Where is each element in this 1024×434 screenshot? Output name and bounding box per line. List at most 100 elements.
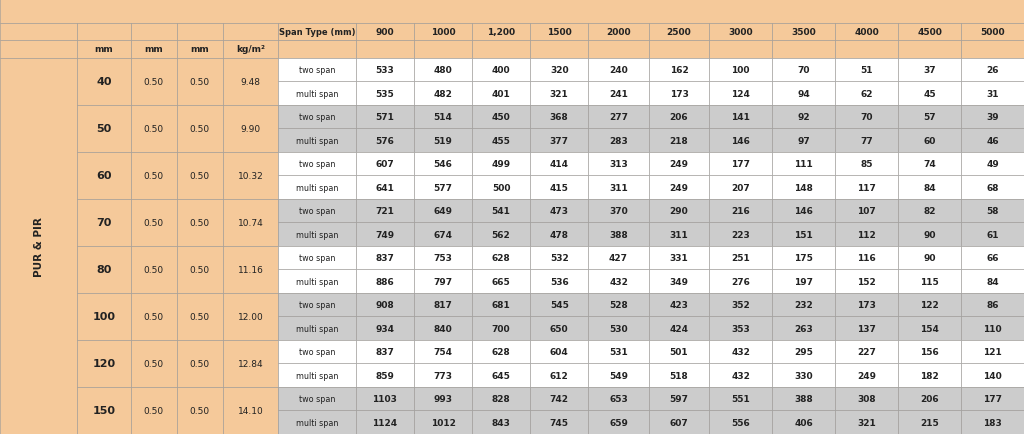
Bar <box>836 411 898 434</box>
Bar <box>279 293 356 317</box>
Text: 645: 645 <box>492 371 511 380</box>
Bar <box>836 317 898 340</box>
Bar <box>414 152 472 176</box>
Bar <box>279 387 356 411</box>
Text: 295: 295 <box>795 347 813 356</box>
Text: 117: 117 <box>857 183 877 192</box>
Bar <box>131 340 177 387</box>
Text: 571: 571 <box>376 113 394 122</box>
Text: 60: 60 <box>96 171 112 181</box>
Text: 321: 321 <box>857 418 876 427</box>
Bar <box>414 387 472 411</box>
Bar <box>414 293 472 317</box>
Bar <box>588 364 649 387</box>
Bar <box>772 152 836 176</box>
Text: 0.50: 0.50 <box>143 406 164 415</box>
Text: 207: 207 <box>731 183 751 192</box>
Text: two span: two span <box>299 207 335 216</box>
Bar <box>962 247 1024 270</box>
Text: 754: 754 <box>433 347 453 356</box>
Bar <box>78 247 131 293</box>
Text: 1012: 1012 <box>430 418 456 427</box>
Bar <box>836 82 898 105</box>
Bar <box>588 270 649 293</box>
Text: 473: 473 <box>550 207 568 216</box>
Bar <box>898 59 962 82</box>
Bar <box>356 387 414 411</box>
Text: 0.50: 0.50 <box>189 265 210 274</box>
Text: 455: 455 <box>492 136 511 145</box>
Text: 628: 628 <box>492 347 511 356</box>
Bar <box>649 82 710 105</box>
Bar <box>588 59 649 82</box>
Bar <box>356 223 414 247</box>
Text: 290: 290 <box>670 207 688 216</box>
Text: 197: 197 <box>795 277 813 286</box>
Text: multi span: multi span <box>296 89 338 99</box>
Bar <box>472 41 530 59</box>
Bar <box>649 247 710 270</box>
Text: 232: 232 <box>795 300 813 309</box>
Bar <box>710 82 772 105</box>
Bar <box>131 41 177 59</box>
Bar <box>588 223 649 247</box>
Text: 2000: 2000 <box>606 28 631 37</box>
Text: 45: 45 <box>924 89 936 99</box>
Bar <box>472 152 530 176</box>
Text: 482: 482 <box>433 89 453 99</box>
Bar <box>649 41 710 59</box>
Text: 70: 70 <box>860 113 872 122</box>
Bar <box>472 59 530 82</box>
Text: 721: 721 <box>376 207 394 216</box>
Bar <box>279 317 356 340</box>
Text: 14.10: 14.10 <box>238 406 263 415</box>
Bar <box>898 293 962 317</box>
Text: 817: 817 <box>433 300 453 309</box>
Bar <box>472 387 530 411</box>
Bar <box>772 340 836 364</box>
Bar <box>898 387 962 411</box>
Bar <box>836 387 898 411</box>
Text: 649: 649 <box>433 207 453 216</box>
Bar <box>588 152 649 176</box>
Bar <box>836 176 898 199</box>
Bar <box>356 317 414 340</box>
Bar <box>279 23 356 41</box>
Bar <box>131 247 177 293</box>
Bar <box>356 41 414 59</box>
Bar <box>710 105 772 129</box>
Bar <box>222 199 279 247</box>
Text: 500: 500 <box>492 183 510 192</box>
Bar <box>177 387 222 434</box>
Text: 934: 934 <box>376 324 394 333</box>
Bar <box>588 105 649 129</box>
Text: multi span: multi span <box>296 324 338 333</box>
Text: mm: mm <box>144 46 163 54</box>
Bar <box>898 317 962 340</box>
Text: 46: 46 <box>986 136 998 145</box>
Bar <box>472 411 530 434</box>
Text: 597: 597 <box>670 395 688 403</box>
Text: 249: 249 <box>670 183 688 192</box>
Text: 612: 612 <box>550 371 568 380</box>
Bar <box>772 364 836 387</box>
Text: 216: 216 <box>731 207 751 216</box>
Text: 0.50: 0.50 <box>143 125 164 134</box>
Text: 116: 116 <box>857 253 876 263</box>
Bar <box>530 152 588 176</box>
Text: 308: 308 <box>857 395 876 403</box>
Text: 628: 628 <box>492 253 511 263</box>
Bar <box>356 340 414 364</box>
Text: 352: 352 <box>731 300 751 309</box>
Bar <box>710 59 772 82</box>
Text: 80: 80 <box>96 265 112 275</box>
Text: 60: 60 <box>924 136 936 145</box>
Bar <box>279 340 356 364</box>
Bar <box>131 59 177 105</box>
Text: 745: 745 <box>550 418 568 427</box>
Text: 251: 251 <box>731 253 751 263</box>
Text: 120: 120 <box>92 358 116 368</box>
Bar <box>710 411 772 434</box>
Bar <box>222 59 279 105</box>
Text: 700: 700 <box>492 324 510 333</box>
